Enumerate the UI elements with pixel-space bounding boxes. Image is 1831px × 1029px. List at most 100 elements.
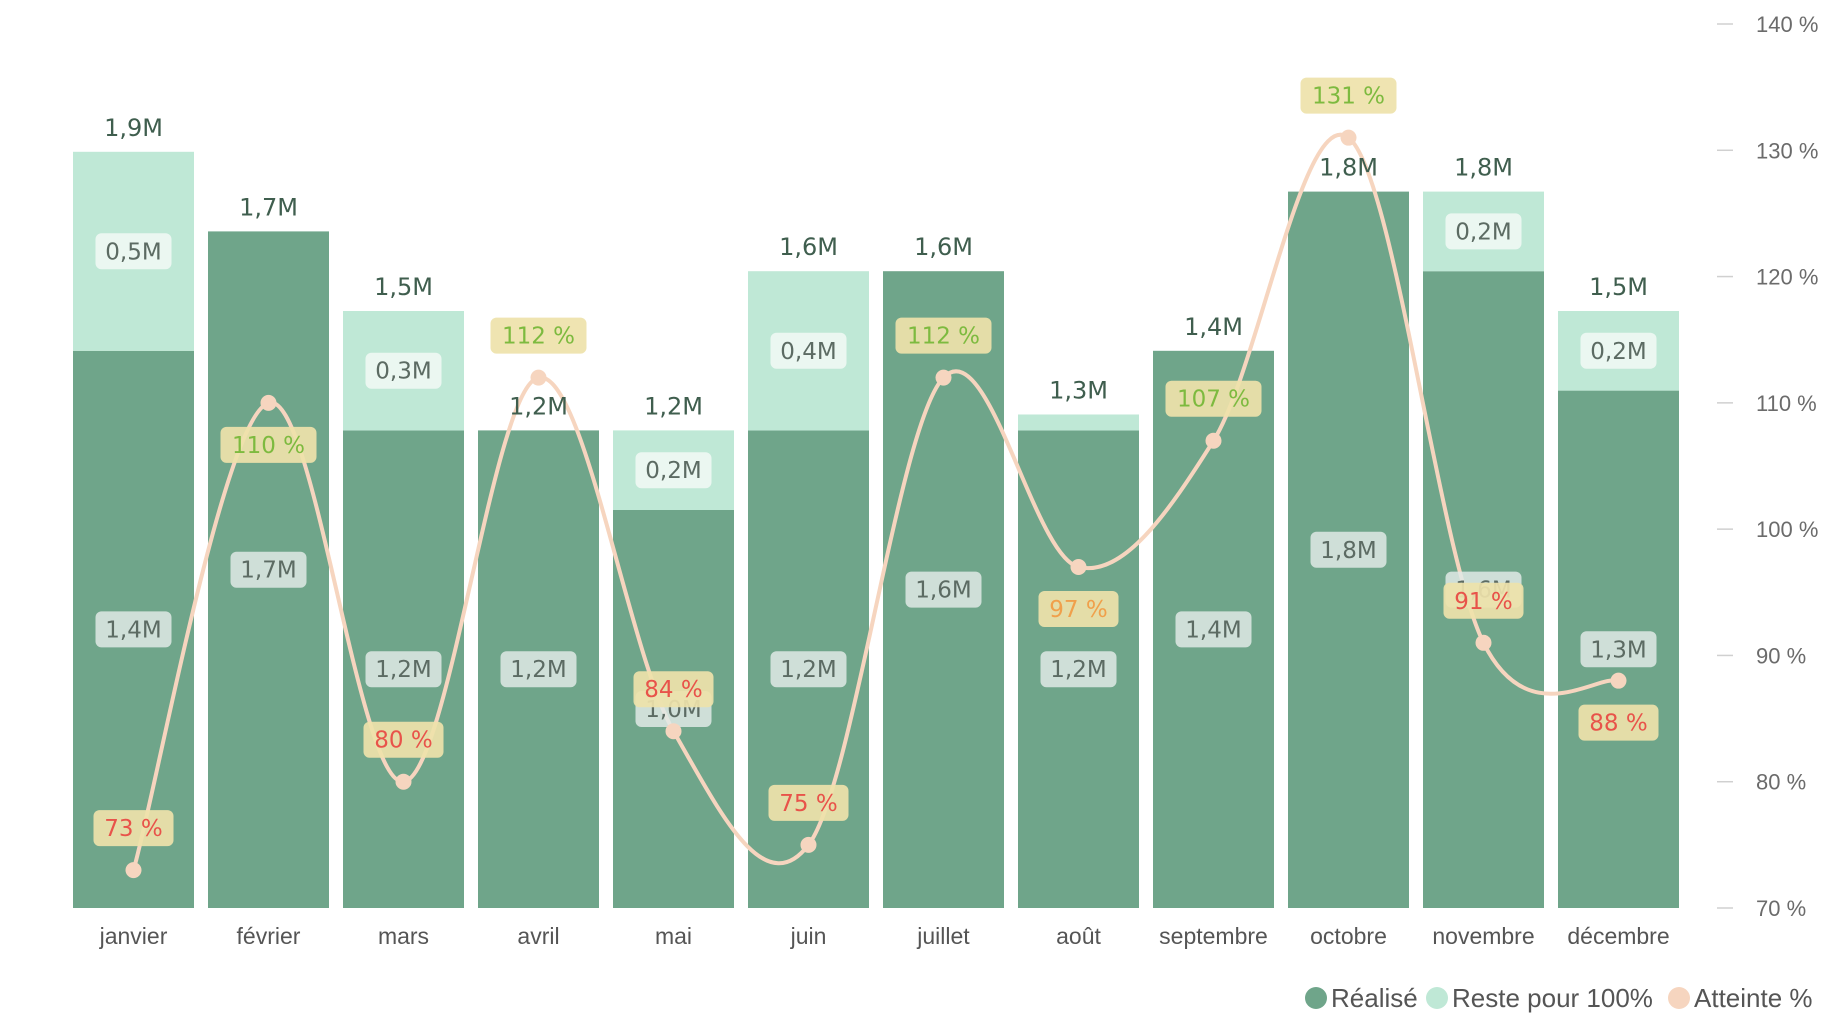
realise-value-label-bg: [500, 651, 577, 688]
legend-item[interactable]: Atteinte %: [1668, 983, 1813, 1013]
segment-labels: 1,4M0,5M1,7M1,2M0,3M1,2M1,0M0,2M1,2M0,4M…: [95, 213, 1657, 727]
realise-value-label-bg: [1310, 531, 1387, 568]
percent-label: 110 %: [220, 426, 317, 463]
line-marker[interactable]: [1475, 634, 1492, 651]
legend-label: Réalisé: [1331, 983, 1418, 1013]
right-axis-tick-label: 140 %: [1756, 12, 1818, 37]
realise-value-label-text: 1,3M: [1590, 637, 1646, 663]
x-axis: janvier février mars avril mai juin juillet aoû…: [99, 923, 1670, 949]
percent-label: 80 %: [363, 721, 444, 758]
percent-label-text: 112 %: [502, 324, 575, 350]
x-axis-tick-label: janvier: [99, 923, 168, 949]
realise-value-label-text: 1,2M: [510, 657, 566, 683]
line-marker[interactable]: [665, 723, 682, 740]
reste-value-label-text: 0,2M: [1590, 339, 1646, 365]
percent-label-text: 110 %: [232, 433, 305, 459]
percent-label-text: 107 %: [1177, 387, 1250, 413]
percent-label: 88 %: [1578, 704, 1659, 741]
right-axis-tick-label: 120 %: [1756, 265, 1818, 290]
legend-swatch: [1426, 987, 1448, 1009]
total-value-label: 1,9M: [104, 114, 163, 142]
reste-value-label-text: 0,2M: [645, 458, 701, 484]
realise-value-label-bg: [770, 651, 847, 688]
reste-value-label-bg: [95, 233, 172, 270]
percent-label: 91 %: [1443, 582, 1524, 619]
realise-value-label-text: 1,6M: [915, 578, 971, 604]
reste-value-label-text: 0,5M: [105, 239, 161, 265]
realise-value-label: 1,4M: [95, 611, 172, 648]
line-atteinte: [131, 132, 1620, 871]
realise-value-label-bg: [230, 551, 307, 588]
legend-item[interactable]: Réalisé: [1305, 983, 1418, 1013]
realise-value-label-bg: [1040, 651, 1117, 688]
percent-label-bg: [633, 671, 714, 708]
percent-label-bg: [220, 426, 317, 463]
right-axis-tick-label: 90 %: [1756, 643, 1806, 668]
right-axis-tick-label: 130 %: [1756, 138, 1818, 163]
realise-value-label: 1,6M: [905, 571, 982, 608]
realise-value-label: 1,2M: [1040, 651, 1117, 688]
reste-value-label-text: 0,3M: [375, 359, 431, 385]
percent-label: 131 %: [1300, 77, 1397, 114]
realise-value-label: 1,4M: [1175, 611, 1252, 648]
x-axis-tick-label: avril: [517, 923, 559, 949]
realise-value-label: 1,3M: [1580, 631, 1657, 668]
percent-label: 112 %: [490, 317, 587, 354]
line-marker[interactable]: [260, 394, 277, 411]
total-value-label: 1,5M: [1589, 273, 1648, 301]
line-marker[interactable]: [935, 369, 952, 386]
percent-label-text: 75 %: [779, 791, 837, 817]
total-value-label: 1,8M: [1319, 154, 1378, 182]
total-value-label: 1,2M: [644, 392, 703, 420]
legend: Réalisé Reste pour 100% Atteinte %: [1305, 983, 1813, 1013]
reste-value-label-bg: [635, 452, 712, 489]
realise-value-label-text: 1,2M: [375, 657, 431, 683]
percent-label: 84 %: [633, 671, 714, 708]
percent-label-bg: [1443, 582, 1524, 619]
line-marker[interactable]: [800, 836, 817, 853]
line-marker[interactable]: [1340, 129, 1357, 146]
line-marker[interactable]: [1610, 672, 1627, 689]
reste-value-label-bg: [1580, 332, 1657, 369]
line-marker[interactable]: [395, 773, 412, 790]
reste-value-label: 0,2M: [1445, 213, 1522, 250]
legend-label: Atteinte %: [1694, 983, 1813, 1013]
legend-swatch: [1305, 987, 1327, 1009]
realise-value-label: 1,2M: [770, 651, 847, 688]
total-value-label: 1,6M: [914, 233, 973, 261]
percent-label-text: 91 %: [1454, 589, 1512, 615]
line-marker[interactable]: [1070, 559, 1087, 576]
reste-value-label: 0,4M: [770, 332, 847, 369]
total-value-label: 1,4M: [1184, 313, 1243, 341]
realise-value-label: 1,2M: [365, 651, 442, 688]
x-axis-tick-label: juin: [790, 923, 827, 949]
percent-label-text: 88 %: [1589, 711, 1647, 737]
line-marker[interactable]: [530, 369, 547, 386]
percent-labels: 73 % 110 % 80 % 112 % 84 % 75 % 112 % 97 % 107 %…: [93, 77, 1659, 847]
realise-value-label-text: 1,2M: [780, 657, 836, 683]
percent-label-text: 80 %: [374, 728, 432, 754]
percent-label-bg: [93, 810, 174, 847]
realise-value-label: 1,8M: [1310, 531, 1387, 568]
line-marker[interactable]: [1205, 432, 1222, 449]
realise-value-label-text: 1,2M: [1050, 657, 1106, 683]
legend-swatch: [1668, 987, 1690, 1009]
x-axis-tick-label: octobre: [1310, 923, 1387, 949]
legend-item[interactable]: Reste pour 100%: [1426, 983, 1653, 1013]
percent-label-bg: [490, 317, 587, 354]
x-axis-tick-label: février: [237, 923, 301, 949]
x-axis-tick-label: septembre: [1159, 923, 1268, 949]
x-axis-tick-label: novembre: [1432, 923, 1534, 949]
realise-value-label-text: 1,4M: [105, 617, 161, 643]
right-axis-tick-label: 100 %: [1756, 517, 1818, 542]
percent-label-bg: [1165, 380, 1262, 417]
percent-label-text: 73 %: [104, 816, 162, 842]
bar-reste[interactable]: [1018, 414, 1139, 431]
reste-value-label: 0,2M: [1580, 332, 1657, 369]
realise-value-label-text: 1,4M: [1185, 617, 1241, 643]
reste-value-label: 0,2M: [635, 452, 712, 489]
line-marker[interactable]: [125, 862, 142, 879]
total-value-label: 1,5M: [374, 273, 433, 301]
right-axis-tick-label: 80 %: [1756, 770, 1806, 795]
